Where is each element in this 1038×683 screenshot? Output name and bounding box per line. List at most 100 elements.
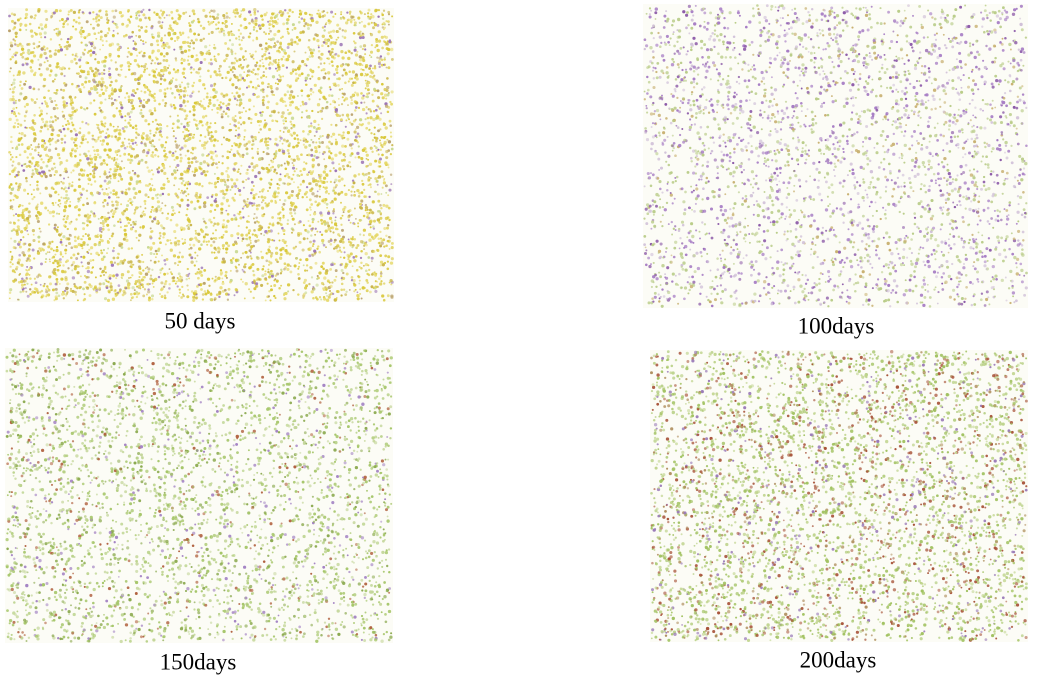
dot [100,249,102,251]
dot [266,43,268,45]
dot [27,295,30,298]
dot [279,240,281,242]
dot [15,61,18,64]
dot [160,272,162,274]
dot [197,161,199,163]
dot [277,18,279,20]
dot [170,37,173,40]
dot [55,274,57,276]
dot [320,53,323,56]
dot [390,283,392,285]
dot [221,143,223,145]
dot [75,21,78,24]
dot [377,249,380,252]
dot [344,185,346,187]
dot [40,296,43,299]
dot [24,150,27,153]
dot [107,212,109,214]
dot [297,197,299,199]
dot [296,158,298,160]
dot [376,180,378,182]
dot [15,102,17,104]
dot [345,291,347,293]
dot [135,137,137,139]
dot [156,168,158,170]
dot [250,240,252,242]
dot [344,98,346,100]
dot [322,68,325,71]
dot [193,174,196,177]
dot [70,172,72,174]
dot [330,143,333,146]
dot [192,105,195,108]
dot [42,243,45,246]
dot [177,196,180,199]
dot [162,21,164,23]
dot [63,215,65,217]
dot [311,55,314,58]
dot [388,24,390,26]
dot [79,127,81,129]
dot [219,65,222,68]
dot [128,182,131,185]
dot [92,51,95,54]
dot [15,196,18,199]
dot [391,90,394,93]
dot [47,60,49,62]
dot [224,181,226,183]
dot [197,233,200,236]
dot [342,96,344,98]
dot [83,169,85,171]
dot [95,74,98,77]
dot [354,109,356,111]
dot [116,257,119,260]
dot [160,281,163,284]
dot [276,273,279,276]
dot [326,299,329,302]
dot [316,34,319,37]
dot [307,46,310,49]
dot [367,12,369,14]
dot [229,123,231,125]
dot [117,48,120,51]
dot [57,117,60,120]
dot [289,212,292,215]
dot [369,55,371,57]
dot [160,78,163,81]
dot [374,290,377,293]
dot [289,15,291,17]
dot [61,138,64,141]
dot [86,251,88,253]
dot [23,243,26,246]
dot [161,202,163,204]
dot [160,52,163,55]
dot [63,178,65,180]
dot [224,193,227,196]
dot [74,267,77,270]
dot [173,130,175,132]
dot [169,115,171,117]
dot [222,257,225,260]
dot [155,210,157,212]
dot [100,30,103,33]
dot [226,12,228,14]
dot [174,177,177,180]
dot [307,133,310,136]
dot [323,276,326,279]
dot [8,15,11,18]
dot [361,96,364,99]
dot [308,144,311,147]
dot [64,270,67,273]
dot [151,209,153,211]
dot [86,224,89,227]
dot [208,182,211,185]
dot [129,116,131,118]
dot [385,150,388,153]
dot [331,55,334,58]
dot [189,24,192,27]
dot [288,144,291,147]
dot [17,171,20,174]
dot [257,153,259,155]
dot [124,97,126,99]
dot [190,152,192,154]
